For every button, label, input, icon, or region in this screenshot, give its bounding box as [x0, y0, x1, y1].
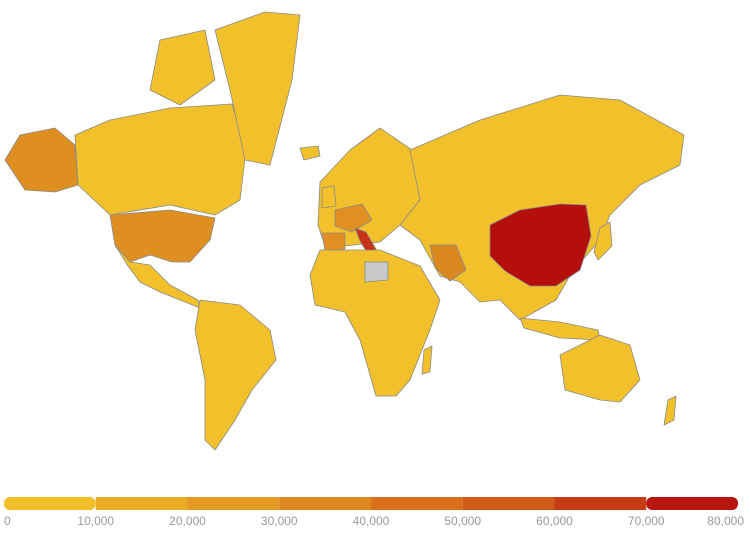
- legend-tick-label: 10,000: [77, 514, 114, 528]
- legend-swatch: [95, 497, 188, 510]
- australia: [559, 334, 641, 403]
- legend-tick-label: 80,000: [707, 514, 744, 528]
- japan: [593, 221, 613, 261]
- south-america: [194, 299, 277, 451]
- indonesia: [519, 317, 601, 341]
- legend-tick-label: 50,000: [444, 514, 481, 528]
- legend-tick-label: 30,000: [261, 514, 298, 528]
- legend-swatch: [187, 497, 280, 510]
- legend-tick-label: 70,000: [628, 514, 665, 528]
- madagascar: [421, 345, 433, 375]
- legend: 0 10,000 20,000 30,000 40,000 50,000 60,000 70,…: [4, 497, 744, 528]
- world-map: [4, 11, 685, 451]
- legend-tick-label: 40,000: [353, 514, 390, 528]
- legend-tick-label: 60,000: [536, 514, 573, 528]
- spain: [321, 232, 346, 252]
- legend-swatch: [462, 497, 555, 510]
- greenland: [214, 11, 301, 166]
- france-germany: [334, 203, 373, 233]
- legend-swatch: [646, 497, 738, 510]
- alaska: [4, 127, 79, 193]
- sahara-no-data: [364, 261, 389, 283]
- legend-swatch: [4, 497, 96, 510]
- arctic-islands: [149, 29, 216, 106]
- new-zealand: [663, 395, 677, 426]
- canada: [74, 103, 247, 216]
- iran: [429, 244, 467, 282]
- uk: [321, 185, 337, 209]
- legend-swatch: [554, 497, 647, 510]
- legend-swatch: [371, 497, 463, 510]
- legend-tick-label: 20,000: [169, 514, 206, 528]
- usa: [109, 209, 216, 263]
- africa: [309, 249, 441, 397]
- iceland: [299, 145, 321, 161]
- legend-tick-label: 0: [4, 514, 11, 528]
- legend-swatch: [279, 497, 371, 510]
- china: [489, 203, 592, 287]
